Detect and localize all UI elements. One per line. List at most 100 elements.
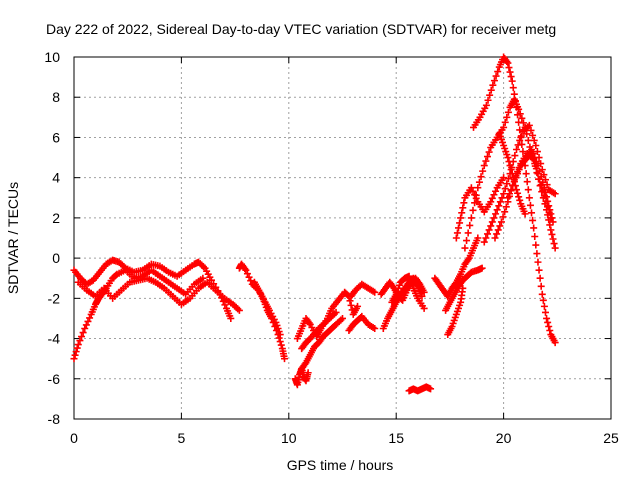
data-point: [536, 182, 544, 190]
chart-title: Day 222 of 2022, Sidereal Day-to-day VTE…: [46, 21, 556, 37]
data-point: [538, 290, 546, 298]
data-point: [79, 329, 87, 337]
data-point: [490, 214, 498, 222]
x-tick-label: 10: [281, 430, 297, 446]
data-point: [516, 110, 524, 118]
data-point: [532, 141, 540, 149]
grid: [74, 57, 611, 419]
data-point: [485, 148, 493, 156]
data-point: [544, 197, 552, 205]
data-point: [532, 241, 540, 249]
data-point: [510, 178, 518, 186]
data-point: [207, 276, 215, 284]
data-point: [545, 202, 553, 210]
series-track-d: [235, 260, 289, 363]
x-tick-label: 0: [70, 430, 78, 446]
data-point: [275, 334, 283, 342]
data-point: [84, 317, 92, 325]
data-point: [517, 132, 525, 140]
data-point: [500, 123, 508, 131]
data-point: [492, 72, 500, 80]
data-point: [547, 226, 555, 234]
data-point: [514, 141, 522, 149]
data-point: [539, 296, 547, 304]
data-point: [514, 189, 522, 197]
data-point: [78, 333, 86, 341]
data-point: [281, 355, 289, 363]
data-point: [551, 190, 559, 198]
data-point: [504, 59, 512, 67]
data-point: [483, 230, 491, 238]
series-track-k: [347, 280, 379, 300]
data-point: [530, 136, 538, 144]
data-point: [487, 198, 495, 206]
y-tick-label: 8: [52, 89, 60, 105]
x-tick-label: 15: [388, 430, 404, 446]
data-point: [506, 190, 514, 198]
data-point: [516, 196, 524, 204]
data-point: [506, 68, 514, 76]
series-track-n: [388, 272, 428, 312]
data-point: [547, 210, 555, 218]
data-point: [501, 118, 509, 126]
series-track-y: [495, 129, 529, 218]
data-point: [540, 184, 548, 192]
data-point: [82, 321, 90, 329]
data-point: [492, 187, 500, 195]
data-point: [549, 218, 557, 226]
series-track-e: [250, 278, 284, 339]
data-point: [524, 186, 532, 194]
series-track-m: [379, 274, 426, 332]
data-point: [242, 266, 250, 274]
data-point: [477, 173, 485, 181]
data-point: [522, 170, 530, 178]
data-point: [459, 204, 467, 212]
data-point: [528, 209, 536, 217]
data-point: [474, 184, 482, 192]
series-track-j: [345, 312, 379, 335]
data-point: [524, 136, 532, 144]
data-point: [70, 355, 78, 363]
data-point: [480, 238, 488, 246]
data-point: [504, 154, 512, 162]
x-tick-label: 25: [603, 430, 619, 446]
data-point: [301, 360, 309, 368]
data-point: [241, 265, 249, 273]
data-point: [495, 202, 503, 210]
data-point: [483, 153, 491, 161]
data-point: [453, 229, 461, 237]
data-point: [86, 314, 94, 322]
y-tick-label: 10: [44, 49, 60, 65]
data-point: [482, 157, 490, 165]
data-point: [548, 230, 556, 238]
data-point: [511, 152, 519, 160]
data-point: [488, 218, 496, 226]
data-point: [427, 385, 435, 393]
data-point: [460, 199, 468, 207]
data-point: [537, 282, 545, 290]
data-point: [502, 203, 510, 211]
y-tick-label: 0: [52, 250, 60, 266]
data-point: [494, 68, 502, 76]
data-point: [235, 306, 243, 314]
data-point: [527, 126, 535, 134]
data-point: [76, 337, 84, 345]
data-point: [420, 304, 428, 312]
data-point: [501, 185, 509, 193]
y-tick-label: 4: [52, 170, 60, 186]
data-point: [535, 266, 543, 274]
data-point: [494, 226, 502, 234]
data-point: [548, 214, 556, 222]
data-point: [525, 194, 533, 202]
data-point: [506, 162, 514, 170]
data-point: [519, 148, 527, 156]
data-point: [539, 178, 547, 186]
data-point: [531, 232, 539, 240]
data-point: [276, 331, 284, 339]
data-point: [515, 166, 523, 174]
data-point: [515, 193, 523, 201]
data-point: [534, 258, 542, 266]
data-point: [454, 224, 462, 232]
series-track-o: [405, 383, 435, 395]
